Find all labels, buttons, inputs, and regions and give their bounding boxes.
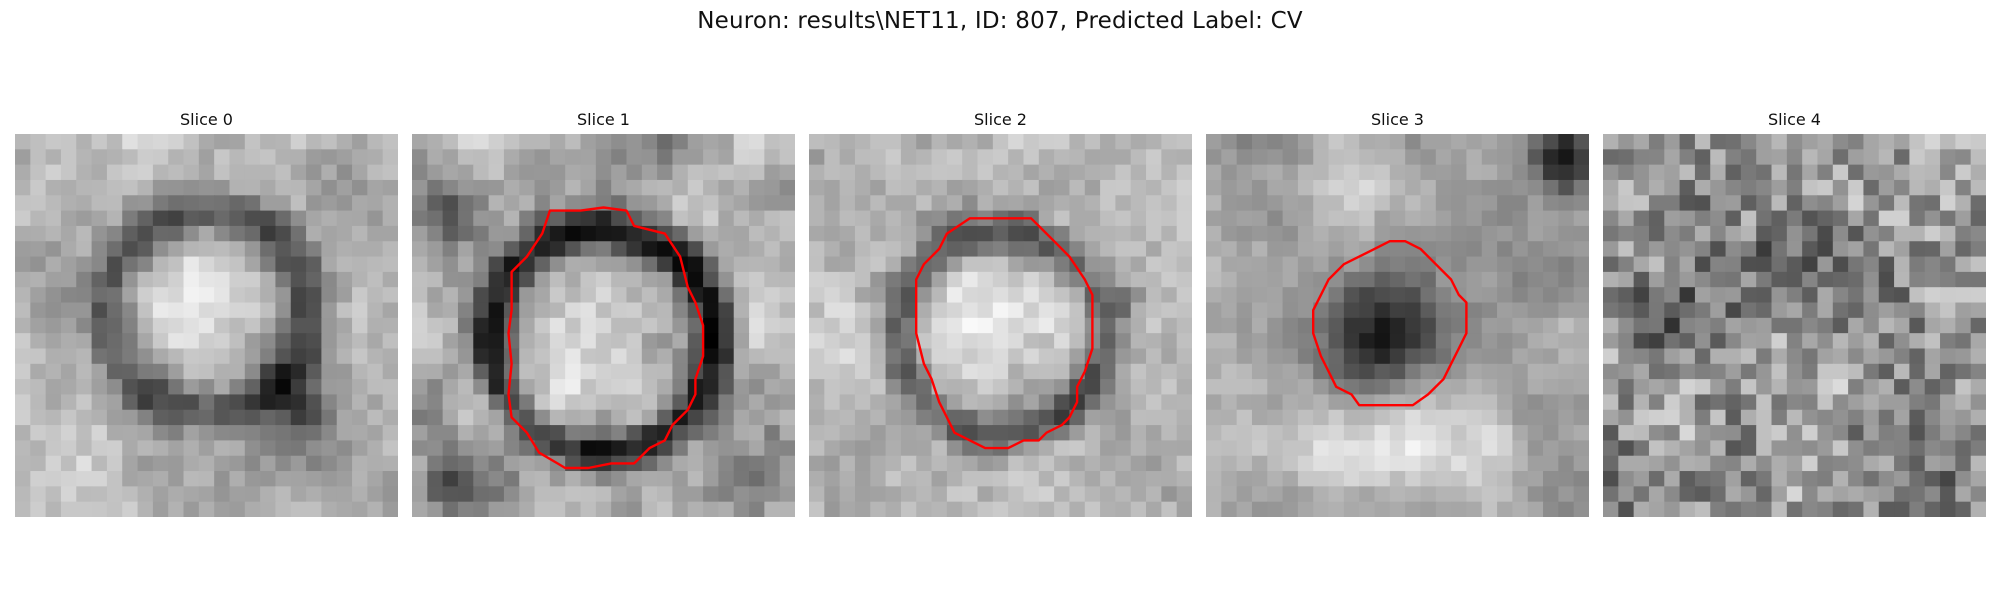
- slice-panel-4: Slice 4: [1603, 108, 1986, 517]
- slice-image-4: [1603, 134, 1986, 517]
- slice-panel-3: Slice 3: [1206, 108, 1589, 517]
- slice-image-3: [1206, 134, 1589, 517]
- slice-title: Slice 1: [412, 108, 795, 132]
- slice-panel-1: Slice 1: [412, 108, 795, 517]
- slice-image-1: [412, 134, 795, 517]
- slice-title: Slice 0: [15, 108, 398, 132]
- slice-title: Slice 4: [1603, 108, 1986, 132]
- figure-title: Neuron: results\NET11, ID: 807, Predicte…: [0, 8, 2000, 34]
- slice-image-0: [15, 134, 398, 517]
- slice-title: Slice 3: [1206, 108, 1589, 132]
- slice-panel-2: Slice 2: [809, 108, 1192, 517]
- slice-panel-0: Slice 0: [15, 108, 398, 517]
- slice-title: Slice 2: [809, 108, 1192, 132]
- slice-image-2: [809, 134, 1192, 517]
